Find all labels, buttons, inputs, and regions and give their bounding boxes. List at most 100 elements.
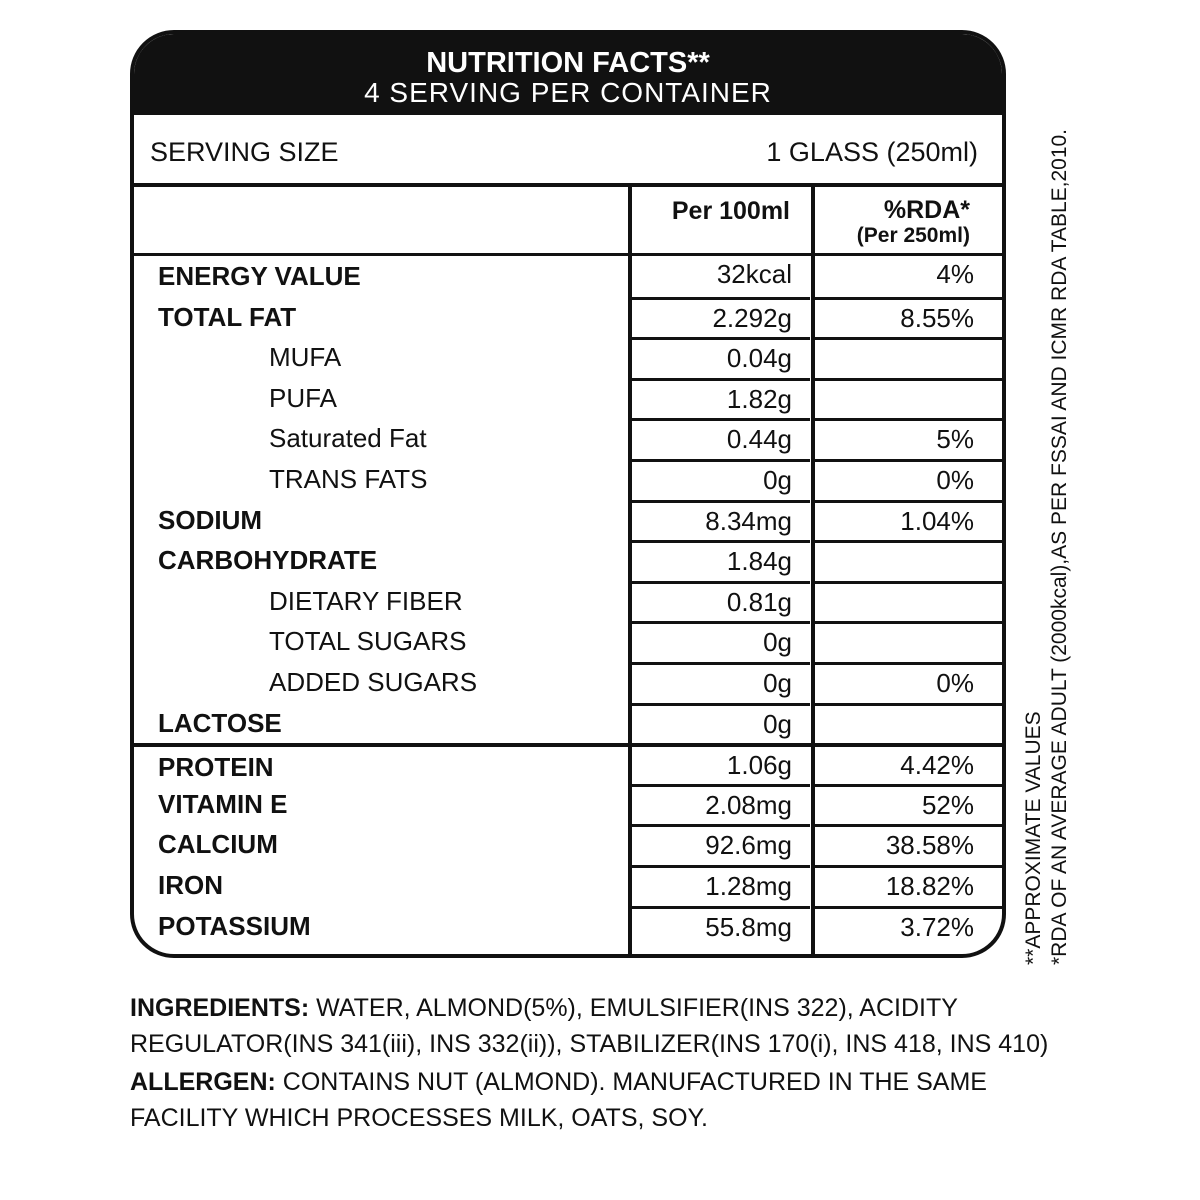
per-100ml-value: 0g bbox=[763, 667, 792, 698]
nutrient-label: CALCIUM bbox=[158, 829, 278, 860]
rda-value: 52% bbox=[921, 789, 974, 820]
nutrient-label: LACTOSE bbox=[158, 707, 282, 738]
ingredients-label: INGREDIENTS: bbox=[130, 994, 310, 1022]
per-100ml-value: 1.84g bbox=[726, 546, 792, 577]
rda-cell: 18.82% bbox=[814, 864, 1002, 906]
nutrient-label: SODIUM bbox=[158, 504, 262, 535]
nutrient-row: PROTEIN 1.06g 4.42% bbox=[134, 743, 1002, 784]
per-100ml-value: 0.44g bbox=[726, 424, 792, 455]
allergen-text: ALLERGEN: CONTAINS NUT (ALMOND). MANUFAC… bbox=[130, 1064, 1050, 1136]
nutrient-label: MUFA bbox=[269, 342, 342, 373]
rda-cell bbox=[814, 580, 1002, 622]
ingredients-list: WATER, ALMOND(5%), EMULSIFIER(INS 322), … bbox=[130, 994, 1049, 1058]
rda-cell: 1.04% bbox=[814, 499, 1002, 541]
nutrient-label: POTASSIUM bbox=[158, 910, 311, 941]
rda-value: 18.82% bbox=[885, 870, 974, 901]
per-100ml-value: 8.34mg bbox=[705, 505, 792, 536]
per-100ml-value: 0g bbox=[763, 708, 792, 739]
per-100ml-cell: 2.292g bbox=[630, 296, 810, 338]
per-100ml-cell: 8.34mg bbox=[630, 499, 810, 541]
nutrient-label: IRON bbox=[158, 869, 223, 900]
nutrient-label: DIETARY FIBER bbox=[269, 585, 463, 616]
nutrient-label: TRANS FATS bbox=[269, 463, 428, 494]
rda-cell: 5% bbox=[814, 418, 1002, 459]
nutrient-label: ADDED SUGARS bbox=[269, 666, 478, 697]
rda-cell bbox=[814, 621, 1002, 662]
nutrient-label: TOTAL SUGARS bbox=[269, 626, 467, 657]
nutrient-row: CARBOHYDRATE 1.84g bbox=[134, 540, 1002, 581]
rda-cell: 4.42% bbox=[814, 747, 1002, 785]
rda-value: 3.72% bbox=[900, 911, 974, 942]
rda-value: 0% bbox=[936, 464, 974, 495]
nutrient-row: PUFA 1.82g bbox=[134, 377, 1002, 419]
per-100ml-value: 0.81g bbox=[726, 586, 792, 617]
rda-cell: 8.55% bbox=[814, 296, 1002, 338]
rda-value: 8.55% bbox=[900, 302, 974, 333]
per-100ml-value: 92.6mg bbox=[705, 830, 792, 861]
per-100ml-value: 2.08mg bbox=[705, 789, 792, 820]
nutrient-row: ENERGY VALUE 32kcal 4% bbox=[134, 256, 1002, 297]
rda-footnote: *RDA OF AN AVERAGE ADULT (2000kcal),AS P… bbox=[1048, 128, 1071, 965]
nutrition-header: NUTRITION FACTS** 4 SERVING PER CONTAINE… bbox=[134, 34, 1002, 115]
nutrient-label: TOTAL FAT bbox=[158, 301, 297, 332]
per-100ml-cell: 0g bbox=[630, 661, 810, 703]
per-100ml-cell: 1.06g bbox=[630, 747, 810, 785]
rda-value: 4% bbox=[936, 259, 974, 289]
rda-cell: 4% bbox=[814, 256, 1002, 294]
per-100ml-cell: 1.84g bbox=[630, 540, 810, 581]
nutrient-row: TRANS FATS 0g 0% bbox=[134, 458, 1002, 500]
rda-cell: 52% bbox=[814, 783, 1002, 825]
per-100ml-cell: 0g bbox=[630, 702, 810, 744]
rda-value: 5% bbox=[936, 424, 974, 455]
rda-value: 0% bbox=[936, 667, 974, 698]
nutrient-row: TOTAL SUGARS 0g bbox=[134, 621, 1002, 662]
serving-size-row: SERVING SIZE 1 GLASS (250ml) bbox=[134, 115, 1002, 187]
per-100ml-value: 1.06g bbox=[726, 750, 792, 781]
nutrient-row: IRON 1.28mg 18.82% bbox=[134, 864, 1002, 906]
approx-footnote: **APPROXIMATE VALUES bbox=[1022, 711, 1045, 965]
nutrient-label: CARBOHYDRATE bbox=[158, 545, 378, 576]
per-100ml-cell: 0.04g bbox=[630, 337, 810, 378]
column-divider bbox=[628, 187, 632, 954]
column-divider bbox=[811, 187, 815, 954]
rda-header: %RDA* (Per 250ml) bbox=[814, 197, 970, 249]
nutrient-label: VITAMIN E bbox=[158, 788, 288, 819]
serving-size-value: 1 GLASS (250ml) bbox=[766, 137, 978, 167]
nutrient-row: CALCIUM 92.6mg 38.58% bbox=[134, 824, 1002, 865]
nutrient-row: POTASSIUM 55.8mg 3.72% bbox=[134, 905, 1002, 947]
nutrient-label: Saturated Fat bbox=[269, 423, 427, 454]
rda-value: 38.58% bbox=[885, 830, 974, 861]
allergen-info: CONTAINS NUT (ALMOND). MANUFACTURED IN T… bbox=[130, 1068, 987, 1132]
per-100ml-value: 0.04g bbox=[726, 343, 792, 374]
rda-value: 4.42% bbox=[900, 750, 974, 781]
per-100ml-cell: 1.82g bbox=[630, 377, 810, 419]
per-100ml-value: 0g bbox=[763, 627, 792, 658]
rda-header-sub: (Per 250ml) bbox=[856, 224, 970, 247]
rda-cell: 0% bbox=[814, 458, 1002, 500]
allergen-label: ALLERGEN: bbox=[130, 1068, 276, 1096]
per-100ml-value: 32kcal bbox=[716, 259, 792, 289]
nutrient-label: PUFA bbox=[269, 382, 337, 413]
rda-cell bbox=[814, 337, 1002, 378]
rda-cell: 3.72% bbox=[814, 905, 1002, 947]
nutrition-title: NUTRITION FACTS** bbox=[426, 47, 710, 79]
per-100ml-cell: 0g bbox=[630, 458, 810, 500]
per-100ml-cell: 0.44g bbox=[630, 418, 810, 459]
per-100ml-value: 2.292g bbox=[712, 302, 792, 333]
per-100ml-value: 1.28mg bbox=[705, 870, 792, 901]
rda-cell: 0% bbox=[814, 661, 1002, 703]
per-100ml-cell: 0.81g bbox=[630, 580, 810, 622]
rda-value: 1.04% bbox=[900, 505, 974, 536]
per-100ml-value: 1.82g bbox=[726, 383, 792, 414]
nutrient-row: MUFA 0.04g bbox=[134, 337, 1002, 378]
per-100ml-cell: 0g bbox=[630, 621, 810, 662]
nutrient-row: DIETARY FIBER 0.81g bbox=[134, 580, 1002, 622]
nutrient-row: Saturated Fat 0.44g 5% bbox=[134, 418, 1002, 459]
rda-header-label: %RDA* bbox=[883, 196, 970, 224]
rda-cell bbox=[814, 377, 1002, 419]
per-100ml-value: 55.8mg bbox=[705, 911, 792, 942]
per-100ml-header: Per 100ml bbox=[671, 197, 790, 225]
per-100ml-cell: 2.08mg bbox=[630, 783, 810, 825]
nutrient-label: ENERGY VALUE bbox=[158, 261, 361, 291]
per-100ml-value: 0g bbox=[763, 464, 792, 495]
